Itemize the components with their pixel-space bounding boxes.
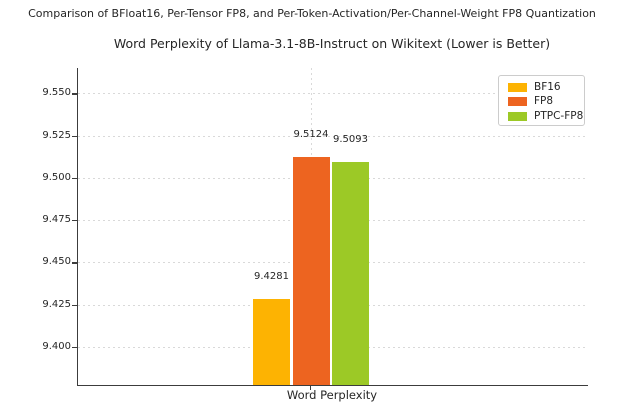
bar-value-label: 9.5124	[293, 128, 329, 140]
y-tick-mark	[72, 262, 77, 264]
legend-entry: PTPC-FP8	[508, 109, 584, 124]
legend-label: FP8	[534, 95, 554, 108]
y-tick-mark	[72, 346, 77, 349]
y-tick-mark	[72, 177, 77, 180]
y-tick-label: 9.525	[42, 129, 71, 141]
y-tick-mark	[72, 93, 77, 95]
gridline-horizontal	[78, 93, 588, 95]
bar-value-label: 9.5093	[333, 134, 368, 146]
legend-label: BF16	[534, 80, 561, 93]
bar-fp8	[292, 156, 330, 385]
y-tick-label: 9.425	[42, 298, 71, 310]
legend-entry: BF16	[508, 80, 584, 95]
gridline-horizontal	[78, 135, 588, 137]
y-tick-mark	[72, 135, 77, 137]
bar-bf16	[253, 299, 290, 385]
x-axis-label: Word Perplexity	[286, 388, 378, 402]
legend-swatch-ptpc-fp8	[508, 111, 527, 121]
bar-ptpc-fp8	[332, 162, 369, 385]
x-tick-mark	[310, 386, 312, 390]
legend-swatch-fp8	[508, 97, 527, 107]
chart-title: Word Perplexity of Llama-3.1-8B-Instruct…	[113, 36, 551, 51]
legend: BF16 FP8 PTPC-FP8	[498, 75, 585, 126]
y-tick-mark	[72, 220, 77, 222]
legend-swatch-bf16	[508, 82, 527, 92]
y-tick-label: 9.500	[42, 171, 71, 183]
y-tick-label: 9.450	[42, 256, 71, 268]
y-tick-label: 9.475	[42, 214, 71, 226]
y-tick-label: 9.550	[42, 87, 71, 99]
figure-suptitle: Comparison of BFloat16, Per-Tensor FP8, …	[28, 7, 596, 20]
y-tick-label: 9.400	[42, 340, 71, 352]
y-tick-mark	[72, 304, 77, 306]
legend-entry: FP8	[508, 95, 584, 110]
bar-value-label: 9.4281	[254, 271, 289, 283]
legend-label: PTPC-FP8	[534, 109, 584, 122]
plot-area: 9.4281 9.5124 9.5093	[77, 68, 588, 386]
